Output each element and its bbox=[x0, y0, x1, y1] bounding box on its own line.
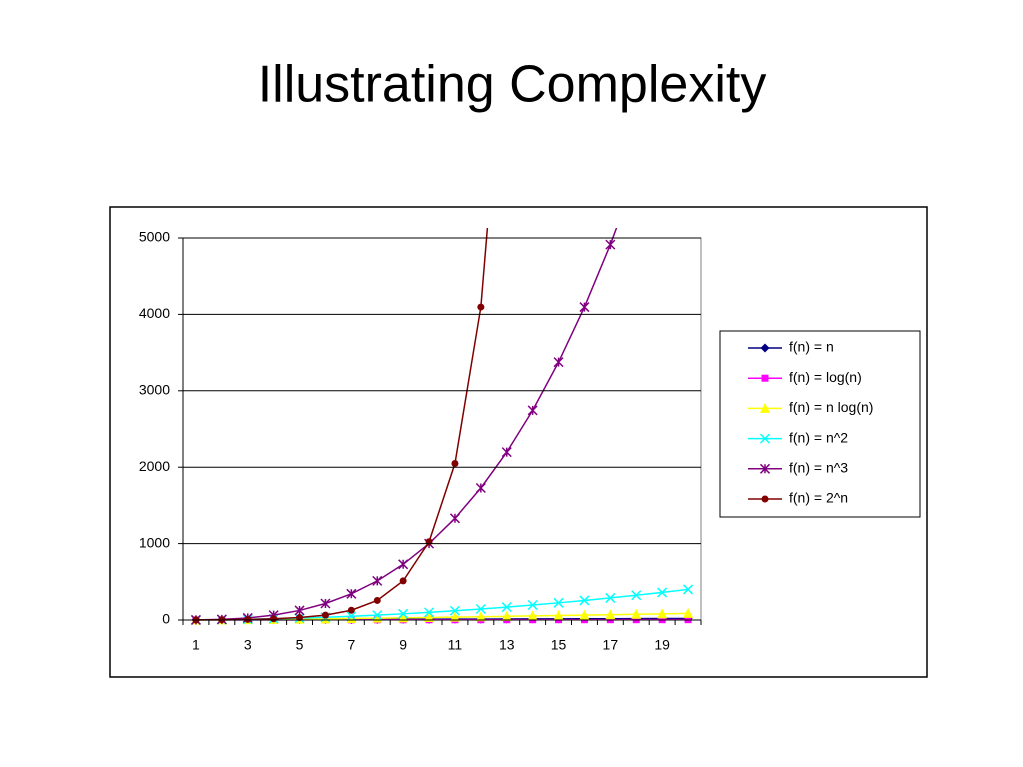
marker bbox=[373, 596, 381, 604]
marker bbox=[579, 595, 590, 606]
marker bbox=[347, 606, 355, 614]
marker bbox=[684, 4, 693, 13]
marker bbox=[475, 482, 486, 494]
marker bbox=[631, 608, 642, 619]
legend-label: f(n) = 2^n bbox=[789, 490, 848, 506]
marker bbox=[399, 577, 407, 585]
marker bbox=[321, 611, 329, 619]
y-tick-label: 3000 bbox=[139, 382, 170, 398]
marker bbox=[449, 611, 460, 622]
x-tick-label: 3 bbox=[244, 637, 252, 653]
marker bbox=[475, 611, 486, 622]
marker bbox=[372, 575, 383, 586]
marker bbox=[244, 615, 252, 623]
marker bbox=[398, 608, 409, 619]
marker bbox=[760, 343, 770, 353]
marker bbox=[477, 303, 485, 311]
marker bbox=[527, 405, 538, 416]
marker bbox=[501, 602, 512, 613]
marker bbox=[553, 597, 564, 608]
legend-label: f(n) = n^2 bbox=[789, 429, 848, 445]
legend-label: f(n) = n bbox=[789, 339, 834, 355]
marker bbox=[425, 538, 433, 546]
marker bbox=[761, 374, 769, 382]
marker bbox=[451, 460, 459, 468]
marker bbox=[372, 610, 383, 621]
marker bbox=[501, 447, 512, 458]
marker bbox=[346, 611, 357, 622]
y-tick-label: 0 bbox=[162, 611, 170, 627]
x-tick-label: 19 bbox=[654, 637, 670, 653]
marker bbox=[553, 357, 564, 368]
marker bbox=[553, 610, 564, 621]
legend-box bbox=[719, 330, 921, 518]
y-tick-label: 5000 bbox=[139, 229, 170, 245]
y-tick-label: 4000 bbox=[139, 305, 170, 321]
marker bbox=[605, 592, 616, 603]
marker bbox=[683, 584, 694, 595]
x-tick-label: 9 bbox=[399, 637, 407, 653]
marker bbox=[346, 588, 357, 599]
marker bbox=[579, 302, 590, 313]
series-line bbox=[195, 228, 489, 621]
marker bbox=[449, 513, 460, 524]
slide-title: Illustrating Complexity bbox=[258, 56, 767, 114]
marker bbox=[424, 607, 435, 618]
x-tick-label: 7 bbox=[347, 637, 355, 653]
marker bbox=[320, 598, 331, 609]
x-tick-label: 11 bbox=[448, 637, 463, 653]
marker bbox=[398, 559, 409, 570]
marker bbox=[501, 610, 512, 621]
marker bbox=[294, 605, 305, 616]
marker bbox=[605, 239, 616, 250]
x-tick-label: 15 bbox=[551, 637, 567, 653]
marker bbox=[761, 495, 769, 503]
y-tick-label: 1000 bbox=[139, 534, 170, 550]
legend-label: f(n) = n log(n) bbox=[789, 399, 873, 415]
plot-area bbox=[182, 237, 702, 621]
marker bbox=[475, 603, 486, 615]
marker bbox=[296, 614, 304, 622]
marker bbox=[657, 608, 668, 619]
marker bbox=[683, 607, 694, 618]
marker bbox=[759, 463, 771, 474]
marker bbox=[632, 170, 641, 179]
series-line bbox=[195, 228, 618, 621]
marker bbox=[270, 615, 278, 623]
x-tick-label: 1 bbox=[192, 637, 200, 653]
x-tick-label: 5 bbox=[296, 637, 304, 653]
marker bbox=[527, 610, 538, 621]
marker bbox=[759, 433, 771, 444]
x-tick-label: 17 bbox=[603, 637, 619, 653]
legend-label: f(n) = n^3 bbox=[789, 460, 848, 476]
marker bbox=[631, 590, 642, 601]
marker bbox=[760, 402, 770, 413]
marker bbox=[605, 609, 616, 620]
marker bbox=[424, 611, 435, 622]
x-tick-label: 13 bbox=[499, 637, 515, 653]
marker bbox=[579, 609, 590, 620]
marker bbox=[527, 599, 538, 611]
marker bbox=[449, 605, 460, 616]
y-tick-label: 2000 bbox=[139, 458, 170, 474]
legend-label: f(n) = log(n) bbox=[789, 369, 862, 385]
marker bbox=[657, 587, 668, 598]
